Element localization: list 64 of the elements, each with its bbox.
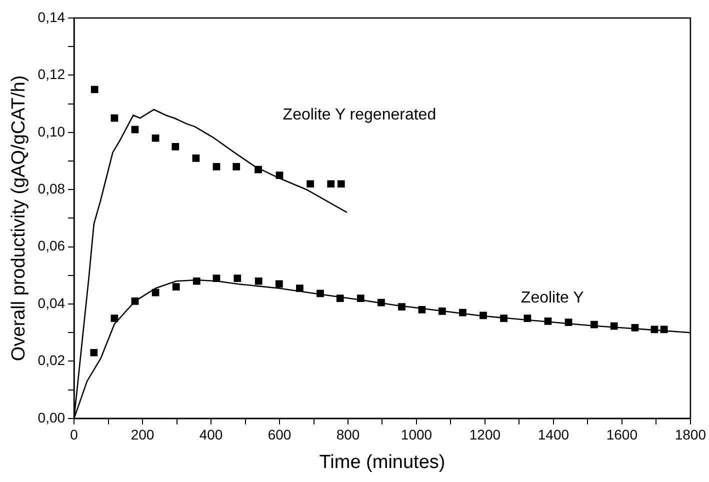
point xyxy=(275,280,283,288)
point xyxy=(306,180,314,188)
point xyxy=(660,326,668,334)
point xyxy=(110,114,118,122)
point xyxy=(131,126,139,134)
point xyxy=(172,283,180,291)
point xyxy=(152,288,160,296)
x-tick-label: 200 xyxy=(130,426,154,443)
point xyxy=(418,306,426,314)
annotation: Zeolite Y xyxy=(520,290,584,307)
x-tick-label: 1400 xyxy=(538,426,570,443)
point xyxy=(459,308,466,316)
x-tick-label: 1600 xyxy=(606,426,638,443)
y-tick-label: 0,06 xyxy=(38,238,66,254)
point xyxy=(234,274,242,282)
point xyxy=(356,294,364,302)
point xyxy=(650,326,658,334)
point xyxy=(192,277,200,285)
y-axis-title: Overall productivity (gAQ/gCAT/h) xyxy=(8,75,30,362)
point xyxy=(131,297,139,305)
x-tick-label: 400 xyxy=(199,426,223,443)
y-tick-label: 0,10 xyxy=(38,123,66,140)
x-tick-label: 1200 xyxy=(469,426,501,443)
point xyxy=(500,314,508,322)
x-tick-label: 1800 xyxy=(674,426,706,443)
point xyxy=(524,314,532,322)
point xyxy=(564,318,572,326)
point xyxy=(480,312,487,320)
point xyxy=(296,284,304,292)
point xyxy=(327,180,335,188)
point xyxy=(212,163,220,170)
point xyxy=(254,166,262,174)
point xyxy=(438,307,446,315)
point xyxy=(337,180,345,188)
point xyxy=(90,86,98,94)
point xyxy=(590,320,598,328)
point xyxy=(172,143,180,150)
y-tick-label: 0,02 xyxy=(38,352,66,368)
point xyxy=(276,172,284,179)
x-tick-label: 0 xyxy=(70,426,78,443)
point xyxy=(336,294,344,302)
annotation: Zeolite Y regenerated xyxy=(282,106,436,124)
x-tick-label: 600 xyxy=(268,426,292,443)
y-tick-label: 0,14 xyxy=(38,8,66,25)
point xyxy=(152,134,160,142)
point xyxy=(398,303,406,311)
point xyxy=(212,274,220,282)
point xyxy=(316,290,324,298)
x-axis-title: Time (minutes) xyxy=(319,452,446,473)
point xyxy=(631,324,639,332)
point xyxy=(232,163,240,170)
point xyxy=(610,322,618,330)
y-tick-label: 0,12 xyxy=(38,66,66,82)
point xyxy=(90,348,98,356)
point xyxy=(378,298,385,306)
y-tick-label: 0,00 xyxy=(38,409,66,426)
point xyxy=(544,317,552,325)
x-tick-label: 800 xyxy=(336,426,360,443)
point xyxy=(110,314,118,322)
y-tick-label: 0,04 xyxy=(38,294,66,311)
point xyxy=(254,277,262,285)
x-tick-label: 1000 xyxy=(400,426,432,443)
y-tick-label: 0,08 xyxy=(38,180,66,196)
point xyxy=(192,154,200,162)
